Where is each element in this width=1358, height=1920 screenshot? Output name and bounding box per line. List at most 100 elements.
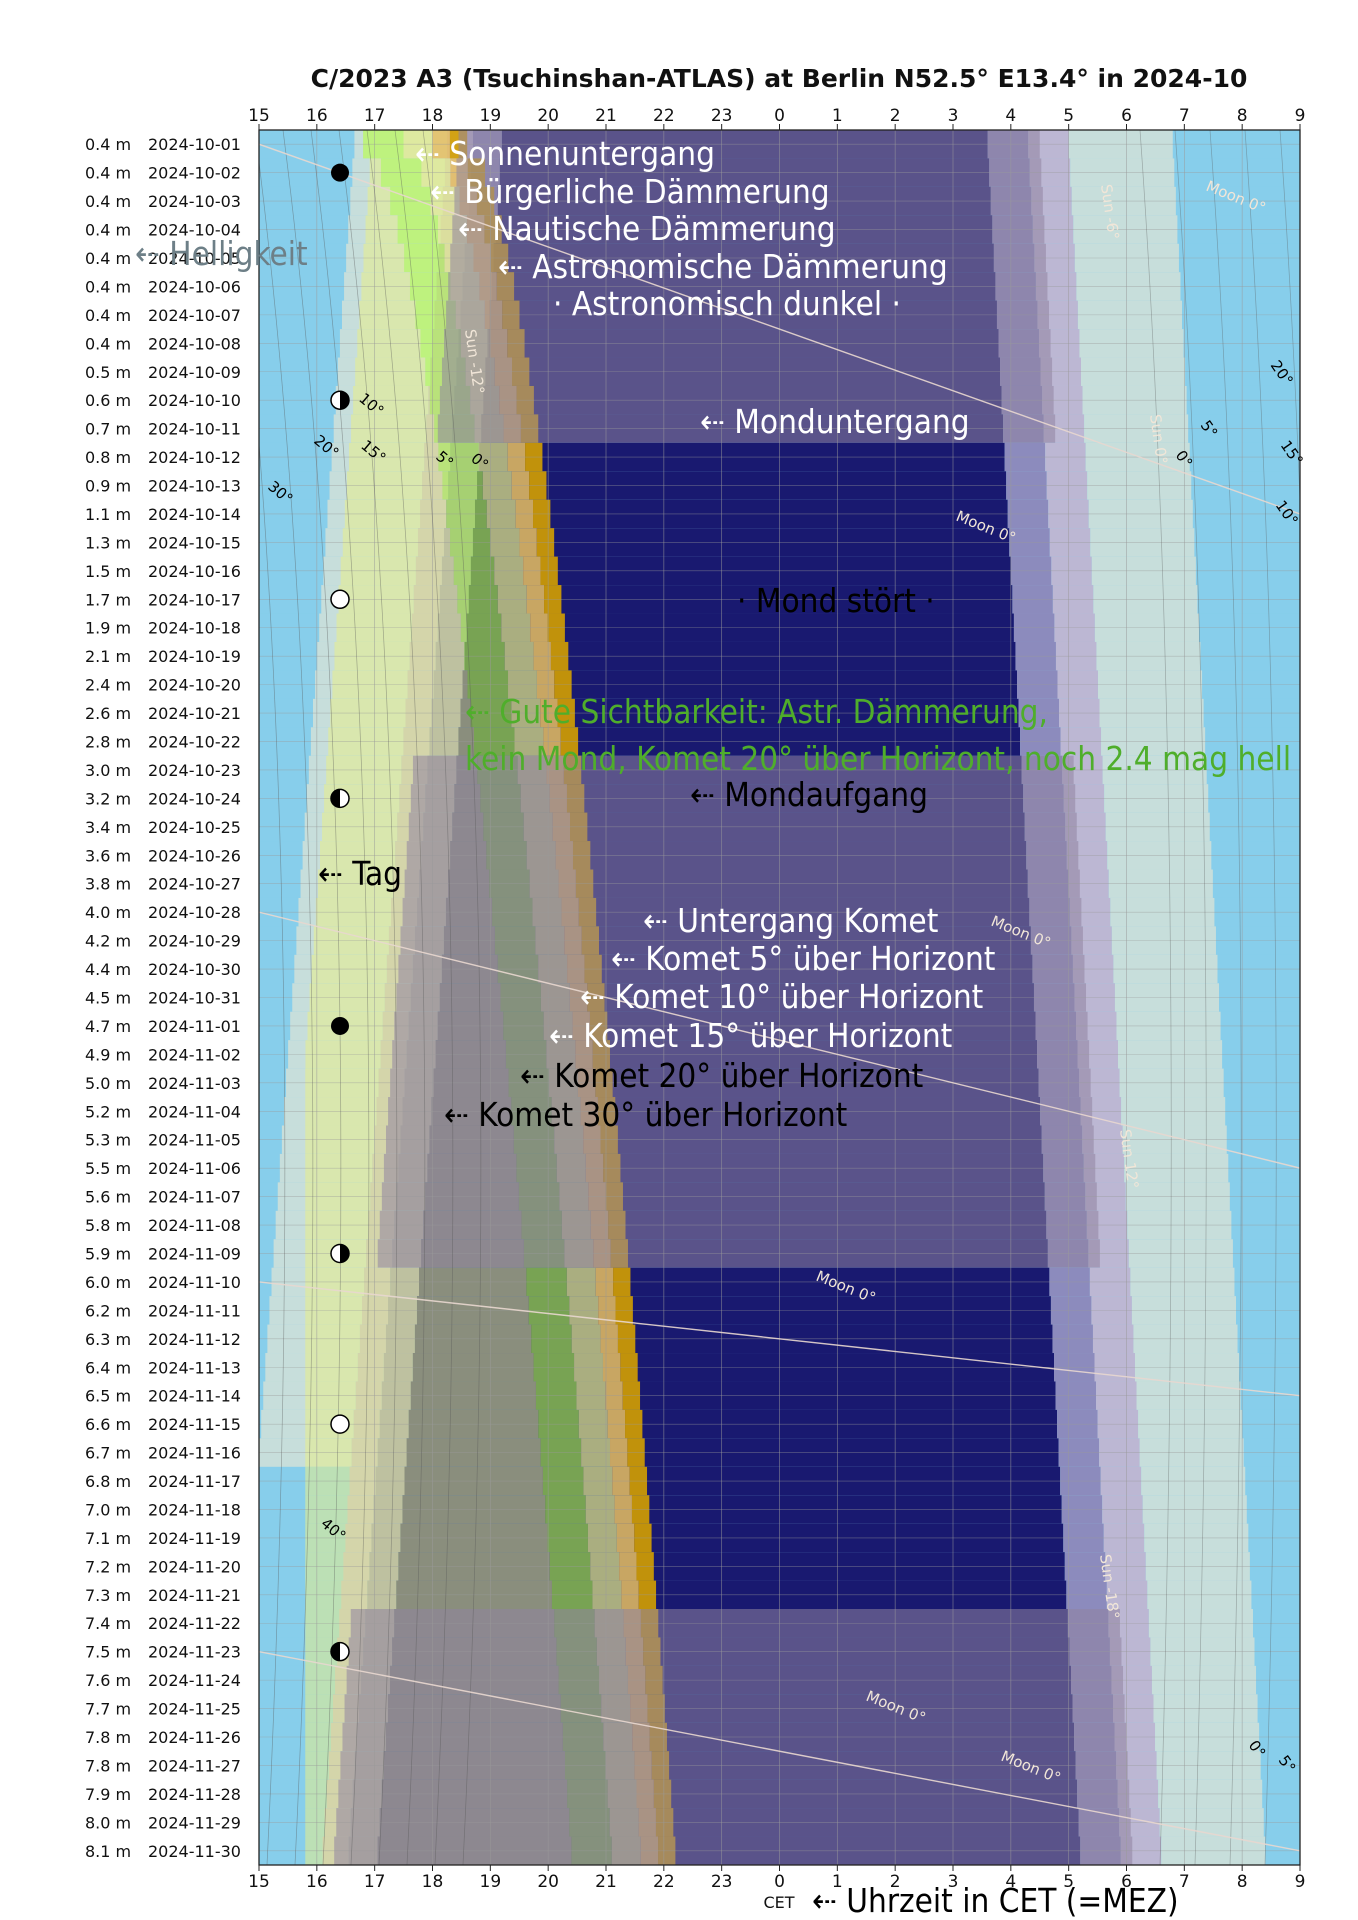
band-comet-10-deg xyxy=(478,442,508,472)
x-axis-footer-cet: CET xyxy=(763,1893,794,1912)
band-comet-low xyxy=(615,1296,633,1326)
row-magnitude: 5.5 m xyxy=(85,1159,131,1178)
row-date: 2024-11-25 xyxy=(148,1700,241,1719)
band-comet-20-deg xyxy=(404,243,445,273)
band-morning-grey xyxy=(1081,357,1186,387)
band-comet-20-deg xyxy=(533,1353,575,1383)
row-date: 2024-11-22 xyxy=(148,1614,241,1633)
chart-annotation: ⇠ Gute Sichtbarkeit: Astr. Dämmerung, xyxy=(465,692,1048,731)
band-morning-civil xyxy=(1094,1353,1135,1383)
row-date: 2024-10-05 xyxy=(148,249,241,268)
band-moon-interference xyxy=(390,1068,1091,1098)
row-magnitude: 0.4 m xyxy=(85,277,131,296)
x-tick-top: 2 xyxy=(890,106,901,126)
row-magnitude: 2.6 m xyxy=(85,704,131,723)
band-morning-grey xyxy=(1074,243,1179,273)
band-comet-30-deg xyxy=(363,243,405,273)
row-date: 2024-11-30 xyxy=(148,1842,241,1861)
row-date: 2024-10-28 xyxy=(148,903,241,922)
comet-altitude-curve xyxy=(259,159,314,1865)
band-comet-5-deg xyxy=(602,1353,621,1383)
band-morning-nautical xyxy=(1055,1381,1097,1411)
band-moon-interference xyxy=(379,1210,1099,1240)
row-magnitude: 7.8 m xyxy=(85,1728,131,1747)
row-magnitude: 7.1 m xyxy=(85,1529,131,1548)
row-magnitude: 0.7 m xyxy=(85,420,131,439)
row-magnitude: 7.5 m xyxy=(85,1643,131,1662)
row-date: 2024-10-08 xyxy=(148,334,241,353)
moon-phase-quarter-half-icon xyxy=(340,391,349,410)
row-date: 2024-10-13 xyxy=(148,477,241,496)
comet-altitude-curve xyxy=(310,130,370,1865)
band-moon-interference xyxy=(394,1011,1088,1041)
row-magnitude: 6.3 m xyxy=(85,1330,131,1349)
moon-phase-full-icon xyxy=(330,589,350,610)
x-tick-top: 6 xyxy=(1121,106,1132,126)
row-date: 2024-11-08 xyxy=(148,1216,241,1235)
band-comet-20-deg xyxy=(526,1267,567,1297)
band-morning-grey xyxy=(1122,1125,1227,1155)
row-date: 2024-10-30 xyxy=(148,960,241,979)
x-tick-bottom: 6 xyxy=(1121,1872,1132,1892)
row-date: 2024-11-18 xyxy=(148,1500,241,1519)
row-magnitude: 3.6 m xyxy=(85,846,131,865)
row-date: 2024-11-04 xyxy=(148,1102,241,1121)
row-magnitude: 4.7 m xyxy=(85,1017,131,1036)
row-date: 2024-11-20 xyxy=(148,1557,241,1576)
x-tick-bottom: 22 xyxy=(653,1872,675,1892)
band-comet-low xyxy=(622,1381,641,1411)
band-morning-grey xyxy=(1138,1409,1243,1439)
band-morning-civil xyxy=(1089,1267,1131,1297)
row-magnitude: 5.9 m xyxy=(85,1244,131,1263)
band-morning-civil xyxy=(1097,1409,1139,1439)
row-magnitude: 5.0 m xyxy=(85,1074,131,1093)
row-magnitude: 6.5 m xyxy=(85,1387,131,1406)
x-tick-bottom: 9 xyxy=(1295,1872,1306,1892)
x-axis-footer-annotation: ⇠ Uhrzeit in CET (=MEZ) xyxy=(812,1881,1179,1920)
band-morning-civil xyxy=(1091,1296,1132,1326)
x-tick-bottom: 23 xyxy=(711,1872,733,1892)
band-comet-30-deg xyxy=(305,1324,532,1354)
comet-altitude-curve xyxy=(259,439,286,1865)
row-magnitude: 7.3 m xyxy=(85,1586,131,1605)
row-magnitude: 4.4 m xyxy=(85,960,131,979)
band-comet-5-deg xyxy=(600,1324,618,1354)
band-comet-5-deg xyxy=(607,1409,626,1439)
band-morning-civil xyxy=(1092,1324,1134,1354)
row-date: 2024-11-19 xyxy=(148,1529,241,1548)
row-date: 2024-10-16 xyxy=(148,562,241,581)
chart-annotation: ⇠ Nautische Dämmerung xyxy=(458,209,836,248)
row-magnitude: 7.8 m xyxy=(85,1756,131,1775)
x-tick-top: 15 xyxy=(248,106,270,126)
chart-annotation: ⇠ Komet 30° über Horizont xyxy=(444,1095,847,1134)
band-comet-30-deg xyxy=(305,1267,527,1297)
moon-horizon-line xyxy=(259,1650,1300,1852)
row-magnitude: 7.0 m xyxy=(85,1500,131,1519)
x-tick-bottom: 8 xyxy=(1237,1872,1248,1892)
row-date: 2024-11-03 xyxy=(148,1074,241,1093)
band-comet-30-deg xyxy=(305,1381,536,1411)
moon-phase-quarter-half-icon xyxy=(331,1642,340,1661)
row-magnitude: 5.3 m xyxy=(85,1131,131,1150)
row-date: 2024-11-09 xyxy=(148,1244,241,1263)
comet-altitude-curve xyxy=(422,130,482,1865)
row-magnitude: 5.2 m xyxy=(85,1102,131,1121)
band-morning-grey xyxy=(1082,385,1187,416)
band-moon-interference xyxy=(437,414,1056,444)
row-magnitude: 0.5 m xyxy=(85,363,131,382)
x-tick-top: 9 xyxy=(1295,106,1306,126)
band-moon-interference xyxy=(385,1125,1094,1155)
row-date: 2024-10-23 xyxy=(148,761,241,780)
comet-altitude-curve xyxy=(338,130,398,1865)
row-date: 2024-11-21 xyxy=(148,1586,241,1605)
chart-annotation: ⇠ Komet 15° über Horizont xyxy=(549,1016,952,1055)
x-tick-top: 22 xyxy=(653,106,675,126)
row-date: 2024-10-02 xyxy=(148,164,241,183)
row-magnitude: 0.8 m xyxy=(85,448,131,467)
band-comet-20-deg xyxy=(535,1381,577,1411)
band-morning-civil xyxy=(1045,442,1086,472)
row-date: 2024-11-02 xyxy=(148,1045,241,1064)
right-altitude-curve xyxy=(1244,130,1277,1865)
row-magnitude: 0.4 m xyxy=(85,164,131,183)
band-morning-grey xyxy=(1124,1153,1229,1183)
